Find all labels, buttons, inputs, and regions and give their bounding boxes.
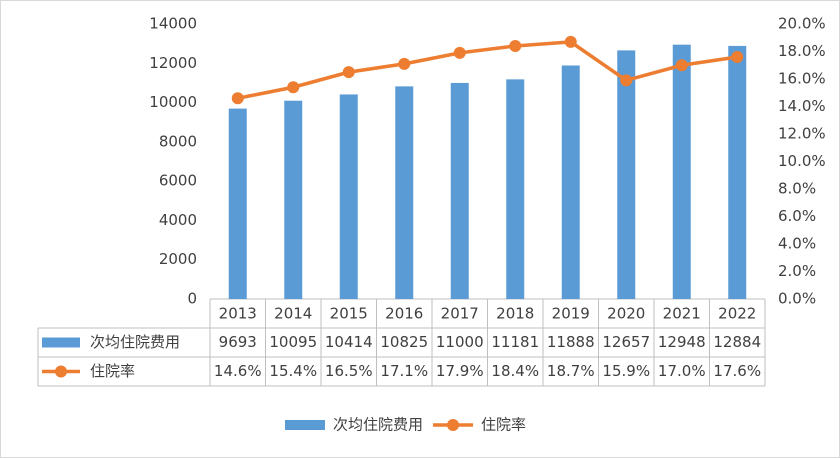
y2-tick-label: 16.0%: [778, 70, 826, 88]
x-tick-label: 2020: [607, 305, 645, 323]
y2-tick-label: 2.0%: [778, 262, 816, 280]
legend-key: [447, 419, 460, 431]
bar: [228, 108, 247, 300]
y2-tick-label: 4.0%: [778, 235, 816, 253]
line-marker: [731, 51, 744, 63]
y-tick-label: 8000: [159, 132, 197, 150]
table-cell: 10095: [269, 333, 317, 351]
bar: [672, 44, 691, 299]
y2-tick-label: 14.0%: [778, 97, 826, 115]
legend-key: [55, 365, 67, 378]
table-cell: 12948: [658, 333, 706, 351]
x-tick-label: 2015: [330, 305, 368, 323]
x-tick-label: 2021: [663, 305, 701, 323]
y-tick-label: 4000: [159, 211, 197, 229]
table-cell: 15.9%: [602, 362, 650, 380]
table-cell: 11000: [436, 333, 484, 351]
table-cell: 15.4%: [269, 362, 317, 380]
table-cell: 12657: [602, 333, 650, 351]
bar: [339, 94, 358, 299]
line-marker: [620, 74, 633, 87]
bar: [728, 45, 747, 299]
bar: [395, 86, 414, 299]
y-tick-label: 2000: [159, 250, 197, 268]
bar: [561, 65, 580, 299]
line-marker: [675, 59, 688, 72]
table-cell: 9693: [219, 333, 257, 351]
x-tick-label: 2017: [441, 305, 479, 323]
table-cell: 12884: [713, 333, 761, 351]
legend-key: [285, 420, 325, 430]
x-tick-label: 2018: [496, 305, 534, 323]
table-cell: 10825: [380, 333, 428, 351]
line-marker: [287, 81, 300, 94]
table-cell: 17.6%: [713, 362, 761, 380]
table-cell: 11888: [547, 333, 595, 351]
y2-tick-label: 10.0%: [778, 152, 826, 170]
table-cell: 16.5%: [325, 362, 373, 380]
legend-key: [42, 337, 80, 348]
line-marker: [342, 66, 355, 79]
x-tick-label: 2016: [385, 305, 423, 323]
legend-label: 次均住院费用: [333, 416, 423, 434]
y2-tick-label: 6.0%: [778, 207, 816, 225]
table-cell: 18.4%: [491, 362, 539, 380]
table-cell: 17.9%: [436, 362, 484, 380]
line-marker: [398, 57, 411, 70]
y-tick-label: 14000: [149, 15, 197, 33]
y2-tick-label: 18.0%: [778, 42, 826, 60]
y2-tick-label: 8.0%: [778, 180, 816, 198]
y2-tick-label: 0.0%: [778, 290, 816, 308]
line-marker: [564, 35, 577, 48]
y-tick-label: 12000: [149, 54, 197, 72]
table-row-header: 次均住院费用: [90, 333, 180, 351]
bar: [617, 50, 636, 299]
bar: [506, 79, 525, 299]
table-cell: 11181: [491, 333, 539, 351]
line-marker: [453, 46, 466, 59]
x-tick-label: 2013: [219, 305, 257, 323]
line-marker: [231, 92, 244, 105]
table-row-header: 住院率: [90, 362, 135, 380]
y2-tick-label: 20.0%: [778, 15, 826, 33]
y-tick-label: 6000: [159, 172, 197, 190]
table-cell: 18.7%: [547, 362, 595, 380]
legend-label: 住院率: [481, 416, 526, 434]
table-cell: 10414: [325, 333, 373, 351]
y2-tick-label: 12.0%: [778, 125, 826, 143]
x-tick-label: 2019: [552, 305, 590, 323]
line: [237, 40, 738, 100]
y-tick-label: 0: [187, 290, 197, 308]
table-cell: 17.0%: [658, 362, 706, 380]
y-tick-label: 10000: [149, 93, 197, 111]
table-cell: 14.6%: [214, 362, 262, 380]
bar: [284, 100, 303, 300]
bar: [450, 82, 469, 299]
x-tick-label: 2022: [718, 305, 756, 323]
x-tick-label: 2014: [274, 305, 312, 323]
line-marker: [509, 40, 522, 52]
table-cell: 17.1%: [380, 362, 428, 380]
